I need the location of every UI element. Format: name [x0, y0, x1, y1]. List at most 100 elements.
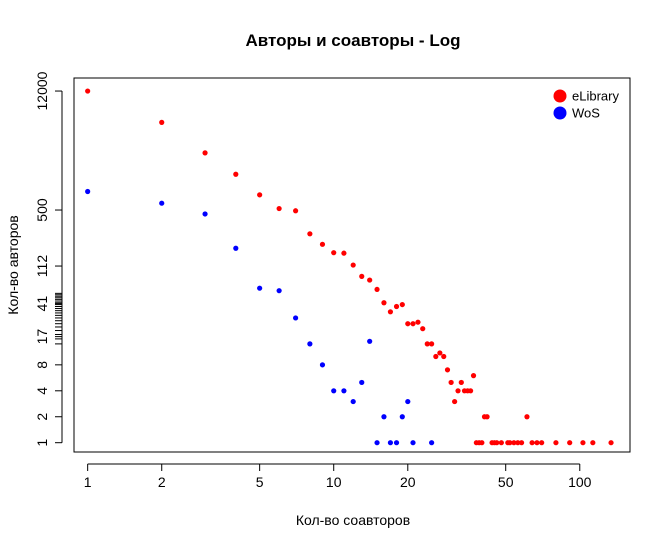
data-point — [341, 250, 347, 256]
data-point — [452, 398, 458, 405]
data-point — [441, 353, 447, 360]
data-point — [293, 208, 299, 214]
y-tick-label: 41 — [34, 296, 50, 312]
data-point — [85, 188, 91, 195]
legend: eLibrary WoS — [553, 89, 619, 121]
data-point — [374, 440, 380, 446]
data-point — [387, 309, 394, 315]
legend-marker — [553, 106, 567, 120]
data-point — [515, 440, 521, 446]
data-point — [202, 211, 208, 217]
data-point — [331, 250, 337, 256]
data-point — [410, 321, 416, 327]
legend-label: WoS — [572, 106, 600, 121]
data-point — [233, 171, 239, 177]
legend-label: eLibrary — [572, 89, 619, 104]
data-points — [85, 88, 614, 446]
data-point — [387, 440, 394, 446]
y-tick-label: 8 — [34, 361, 50, 369]
data-point — [307, 231, 313, 237]
plot-area-frame — [73, 77, 631, 453]
y-axis: 1 2 4 8 17 41 112 500 12000 — [34, 71, 63, 447]
y-tick-label: 500 — [34, 198, 50, 222]
data-point — [367, 277, 373, 283]
data-point — [429, 440, 435, 446]
x-tick-label: 1 — [84, 474, 92, 490]
x-tick-label: 2 — [158, 474, 166, 490]
data-point — [405, 398, 411, 405]
data-point — [429, 341, 435, 347]
data-point — [399, 414, 405, 420]
data-point — [393, 440, 400, 446]
data-point — [448, 379, 454, 386]
data-point — [319, 362, 326, 368]
data-point — [350, 398, 356, 405]
data-point — [444, 367, 451, 373]
data-point — [405, 321, 411, 327]
data-point — [494, 440, 500, 446]
data-point — [437, 350, 443, 356]
y-axis-label: Кол-во авторов — [5, 215, 21, 314]
data-point — [381, 300, 387, 306]
y-tick-label: 17 — [34, 329, 50, 345]
data-point — [350, 262, 356, 268]
data-point — [399, 301, 405, 308]
data-point — [534, 440, 540, 446]
data-point — [553, 440, 559, 446]
data-point — [276, 205, 282, 212]
data-point — [608, 440, 614, 446]
data-point — [498, 440, 504, 446]
data-point — [202, 150, 208, 156]
data-point — [567, 440, 573, 446]
x-tick-label: 20 — [400, 474, 416, 490]
x-tick-label: 5 — [256, 474, 264, 490]
data-point — [420, 326, 426, 332]
data-point — [410, 440, 416, 446]
data-point — [433, 353, 439, 360]
y-tick-label: 2 — [34, 413, 50, 421]
x-axis-label: Кол-во соавторов — [296, 512, 410, 528]
y-tick-label: 12000 — [34, 71, 50, 110]
data-point — [367, 338, 373, 344]
data-point — [359, 273, 365, 279]
data-point — [381, 414, 387, 420]
data-point — [479, 440, 485, 446]
data-point — [467, 388, 474, 394]
data-point — [539, 440, 545, 446]
x-tick-label: 100 — [568, 474, 592, 490]
x-axis: 1 2 5 10 20 50 100 — [84, 463, 592, 490]
data-point — [159, 119, 165, 125]
x-tick-label: 10 — [326, 474, 342, 490]
data-point — [85, 88, 91, 94]
data-point — [524, 414, 530, 420]
data-point — [511, 440, 517, 446]
data-point — [415, 319, 421, 325]
data-point — [293, 315, 299, 321]
data-point — [307, 341, 313, 347]
data-point — [341, 388, 347, 394]
y-tick-label: 112 — [34, 255, 50, 278]
data-point — [590, 440, 596, 446]
data-point — [319, 241, 326, 247]
data-point — [257, 285, 263, 291]
data-point — [507, 440, 513, 446]
data-point — [458, 379, 464, 386]
y-tick-label: 4 — [34, 387, 50, 395]
data-point — [257, 192, 263, 198]
y-tick-label: 1 — [34, 439, 50, 447]
legend-marker — [553, 89, 567, 103]
data-point — [159, 200, 165, 206]
data-point — [455, 388, 461, 394]
data-point — [374, 286, 380, 293]
data-point — [359, 379, 365, 386]
data-point — [470, 373, 477, 379]
data-point — [331, 388, 337, 394]
data-point — [580, 440, 586, 446]
data-point — [518, 440, 525, 446]
chart-title: Авторы и соавторы - Log — [246, 31, 461, 50]
data-point — [276, 288, 282, 294]
data-point — [484, 414, 490, 420]
x-tick-label: 50 — [498, 474, 514, 490]
data-point — [424, 341, 430, 347]
